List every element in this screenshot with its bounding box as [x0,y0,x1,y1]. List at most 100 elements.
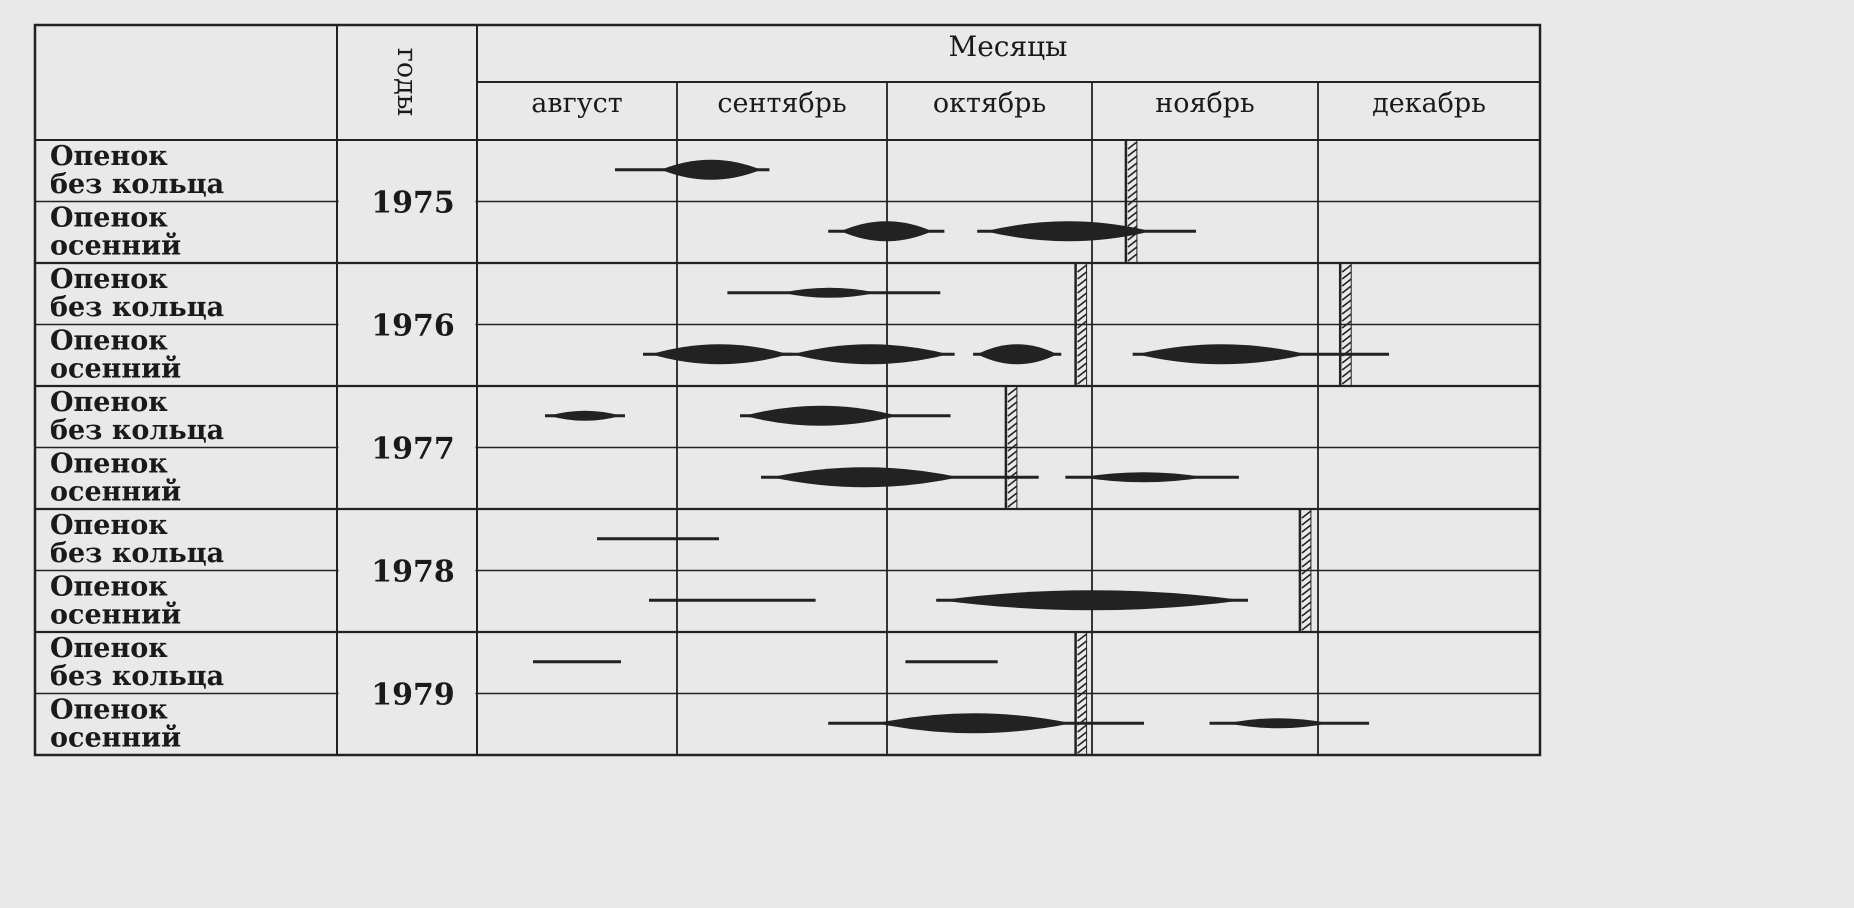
frost-marker-hatch [1127,169,1138,178]
frost-marker-hatch [1077,306,1088,315]
frost-marker-hatch [1007,492,1018,501]
frost-marker-hatch [1127,183,1138,192]
frost-marker-hatch [1341,278,1352,287]
frost-marker-hatch [1341,348,1352,357]
fruiting-peak-spindle [744,405,898,426]
frost-marker-hatch [1301,601,1312,610]
fruiting-peak-spindle [940,590,1244,611]
frost-marker-hatch [1301,538,1312,547]
frost-marker-hatch [1127,253,1138,262]
frost-marker-hatch [1077,710,1088,719]
frost-marker-hatch [1127,197,1138,206]
frost-marker-hatch [1077,738,1088,747]
frost-marker-hatch [1127,141,1138,150]
table-grid [33,23,1542,757]
fruiting-peak-spindle [1137,344,1307,365]
merged-cell-cover [338,445,476,450]
frost-marker-hatch [1127,162,1138,171]
species-label: Опенок [50,449,168,480]
frost-marker-hatch [1077,355,1088,364]
fruiting-peak-spindle [876,713,1072,734]
table-border [33,23,1542,757]
frost-marker-hatch [1077,675,1088,684]
frost-marker-hatch [1077,633,1088,642]
frost-marker-hatch [1301,545,1312,554]
frost-marker-hatch [1077,278,1088,287]
species-label: Опенок [50,572,168,603]
frost-marker-hatch [1077,689,1088,698]
frost-marker-hatch [1301,587,1312,596]
frost-marker-hatch [1127,239,1138,248]
month-label: октябрь [933,88,1046,119]
frost-marker-hatch [1341,327,1352,336]
frost-marker-hatch [1077,313,1088,322]
species-label: Опенок [50,326,168,357]
merged-cell-cover [338,199,476,204]
frost-marker-hatch [1007,436,1018,445]
frost-marker-hatch [1301,615,1312,624]
frost-marker-hatch [1341,334,1352,343]
frost-marker-hatch [1301,531,1312,540]
frost-marker-hatch [1077,299,1088,308]
frost-marker-hatch [1127,218,1138,227]
year-label: 1979 [371,678,455,713]
fruiting-peak-spindle [977,344,1058,365]
species-label: без кольца [50,538,224,569]
frost-marker-hatch [1077,362,1088,371]
species-label: Опенок [50,387,168,418]
frost-marker-hatch [1341,369,1352,378]
fruiting-peak-spindle [1081,472,1205,483]
frost-marker-hatch [1007,499,1018,508]
frost-marker-hatch [1341,292,1352,301]
frost-marker-hatch [1127,190,1138,199]
frost-marker-hatch [1077,668,1088,677]
frost-marker-hatch [1077,703,1088,712]
frost-marker-hatch [1007,415,1018,424]
frost-marker-hatch [1341,306,1352,315]
frost-marker-hatch [1127,225,1138,234]
fruiting-peak-spindle [549,410,621,421]
fruiting-peak-spindle [985,221,1151,242]
frost-marker-hatch [1127,176,1138,185]
species-label: осенний [50,477,181,508]
frost-marker-hatch [1341,313,1352,322]
fruiting-peak-spindle [782,287,877,298]
species-label: Опенок [50,203,168,234]
fruiting-peak-spindle [651,344,789,365]
species-label: осенний [50,354,181,385]
month-label: август [531,88,622,119]
species-label: без кольца [50,292,224,323]
frost-marker-hatch [1007,485,1018,494]
chart-marks [533,140,1390,755]
frost-marker-hatch [1077,292,1088,301]
frost-marker-hatch [1127,232,1138,241]
year-label: 1978 [371,555,455,590]
frost-marker-hatch [1077,376,1088,385]
month-label: сентябрь [717,88,846,119]
frost-marker-hatch [1127,204,1138,213]
frost-marker-hatch [1007,401,1018,410]
species-label: Опенок [50,510,168,541]
frost-marker-hatch [1341,299,1352,308]
species-label: Опенок [50,264,168,295]
frost-marker-hatch [1341,355,1352,364]
frost-marker-hatch [1077,285,1088,294]
frost-marker-hatch [1301,552,1312,561]
frost-marker-hatch [1301,580,1312,589]
year-label: 1977 [371,432,455,467]
frost-marker-hatch [1341,362,1352,371]
fruiting-peak-spindle [771,467,959,488]
frost-marker-hatch [1077,327,1088,336]
frost-marker-hatch [1341,264,1352,273]
years-header: годы [391,48,422,117]
species-label: осенний [50,231,181,262]
frost-marker-hatch [1077,717,1088,726]
frost-marker-hatch [1007,394,1018,403]
frost-marker-hatch [1301,594,1312,603]
frost-marker-hatch [1127,148,1138,157]
frost-marker-hatch [1341,376,1352,385]
frost-marker-hatch [1077,745,1088,754]
frost-marker-hatch [1127,246,1138,255]
frost-marker-hatch [1077,724,1088,733]
